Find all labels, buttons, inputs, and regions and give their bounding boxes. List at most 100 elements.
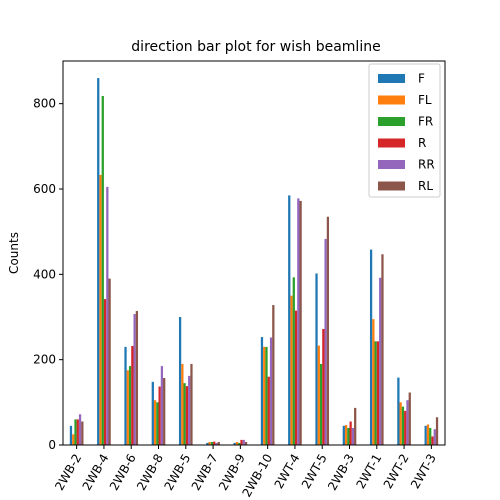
bar-fl-2wb-2: [72, 434, 75, 445]
bar-f-2wt-1: [369, 249, 373, 445]
legend-box: [368, 63, 441, 198]
legend-label-rl: RL: [418, 179, 433, 193]
y-tick-label: 200: [33, 353, 56, 367]
bar-r-2wb-6: [131, 346, 134, 445]
bar-f-2wb-5: [178, 317, 182, 445]
bar-fr-2wt-4: [292, 277, 295, 445]
legend-swatch-r: [378, 138, 405, 148]
bar-rr-2wb-3: [351, 427, 355, 445]
bar-fr-2wt-2: [401, 406, 405, 445]
legend-label-f: F: [418, 72, 425, 86]
bar-r-2wb-3: [349, 421, 352, 445]
bar-r-2wb-4: [103, 299, 107, 445]
bar-fl-2wt-2: [399, 402, 402, 445]
bar-f-2wb-7: [206, 442, 209, 445]
bar-rl-2wt-3: [435, 417, 439, 445]
bar-fr-2wb-7: [210, 442, 214, 445]
bar-f-2wb-8: [151, 381, 154, 445]
bar-rr-2wb-9: [242, 439, 245, 445]
bar-r-2wb-10: [267, 376, 270, 445]
y-tick-label: 600: [33, 182, 56, 196]
bar-fl-2wb-10: [263, 346, 266, 445]
bar-r-2wb-9: [240, 439, 243, 445]
legend-swatch-fl: [378, 95, 405, 105]
bar-rl-2wt-5: [326, 216, 330, 445]
bar-r-2wt-2: [404, 410, 407, 445]
bar-fr-2wb-10: [265, 346, 268, 445]
y-axis: 0 200 400 600 800: [33, 97, 63, 452]
bar-rr-2wt-1: [379, 277, 382, 445]
bar-rl-2wb-5: [190, 363, 193, 445]
bar-fr-2wb-8: [156, 402, 159, 445]
bar-r-2wb-7: [213, 441, 216, 445]
bar-r-2wb-8: [158, 386, 161, 445]
legend-label-fl: FL: [418, 93, 432, 107]
bar-rl-2wb-4: [108, 278, 111, 445]
bar-rr-2wt-4: [297, 198, 300, 445]
y-tick-label: 400: [33, 267, 56, 281]
bar-rl-2wt-4: [299, 200, 302, 445]
bar-fr-2wb-6: [128, 366, 132, 445]
bar-rl-2wb-8: [163, 378, 166, 445]
bar-f-2wb-2: [69, 425, 73, 445]
bar-f-2wb-6: [124, 346, 127, 445]
plot-area: [62, 60, 446, 446]
bar-fl-2wb-7: [208, 442, 211, 445]
bar-rr-2wt-3: [433, 429, 436, 445]
bar-f-2wb-10: [260, 337, 264, 445]
legend-label-fr: FR: [418, 115, 433, 129]
bar-fl-2wt-1: [372, 319, 375, 445]
chart-title: direction bar plot for wish beamline: [131, 39, 380, 55]
bar-f-2wt-2: [397, 377, 400, 445]
y-tick-label: 0: [48, 438, 56, 452]
bar-r-2wb-5: [185, 386, 189, 445]
bar-rl-2wb-3: [354, 407, 357, 445]
bar-rl-2wt-1: [381, 254, 384, 445]
bar-fr-2wt-1: [374, 341, 377, 445]
bar-rl-2wb-9: [244, 442, 248, 445]
bar-fl-2wb-4: [99, 174, 102, 446]
bar-r-2wt-5: [322, 328, 325, 445]
bar-rl-2wb-6: [135, 311, 139, 445]
bar-fl-2wt-4: [290, 295, 293, 445]
legend-label-rr: RR: [418, 158, 435, 172]
bar-rl-2wb-7: [217, 442, 220, 445]
bar-f-2wt-4: [288, 195, 291, 445]
bar-r-2wt-1: [376, 341, 380, 445]
y-axis-label: Counts: [7, 232, 21, 274]
bar-f-2wt-5: [315, 273, 318, 445]
bar-rr-2wb-5: [188, 375, 191, 445]
bar-r-2wt-3: [431, 436, 434, 445]
bar-rr-2wt-5: [324, 238, 327, 445]
bar-fr-2wb-5: [183, 383, 186, 445]
bar-fr-2wb-3: [347, 427, 350, 445]
bar-fl-2wt-3: [426, 424, 430, 445]
bar-fr-2wb-9: [238, 442, 241, 445]
bar-fr-2wb-2: [74, 419, 77, 445]
bar-rr-2wb-10: [269, 337, 273, 445]
bar-rl-2wb-2: [81, 421, 84, 445]
bar-r-2wt-4: [294, 310, 298, 445]
bar-fr-2wt-3: [429, 427, 432, 445]
bar-fl-2wt-5: [317, 345, 320, 445]
legend-swatch-f: [378, 74, 405, 83]
legend-swatch-rl: [378, 181, 405, 191]
legend-swatch-fr: [378, 117, 405, 126]
bar-f-2wb-4: [97, 78, 100, 445]
bar-rl-2wt-2: [408, 392, 411, 445]
bar-fl-2wb-8: [153, 400, 157, 445]
bar-fr-2wt-5: [319, 363, 323, 445]
bar-r-2wb-2: [76, 419, 79, 445]
bar-rr-2wb-2: [78, 414, 82, 445]
bar-rr-2wb-4: [106, 186, 109, 445]
bar-f-2wt-3: [424, 425, 427, 445]
bar-fl-2wb-5: [181, 363, 184, 445]
plot-frame: [62, 60, 446, 446]
bar-rr-2wb-8: [160, 366, 164, 445]
bar-f-2wb-9: [233, 442, 236, 445]
bar-fl-2wb-6: [126, 370, 129, 445]
bar-fr-2wb-4: [101, 95, 104, 446]
bar-rr-2wb-6: [133, 314, 136, 445]
